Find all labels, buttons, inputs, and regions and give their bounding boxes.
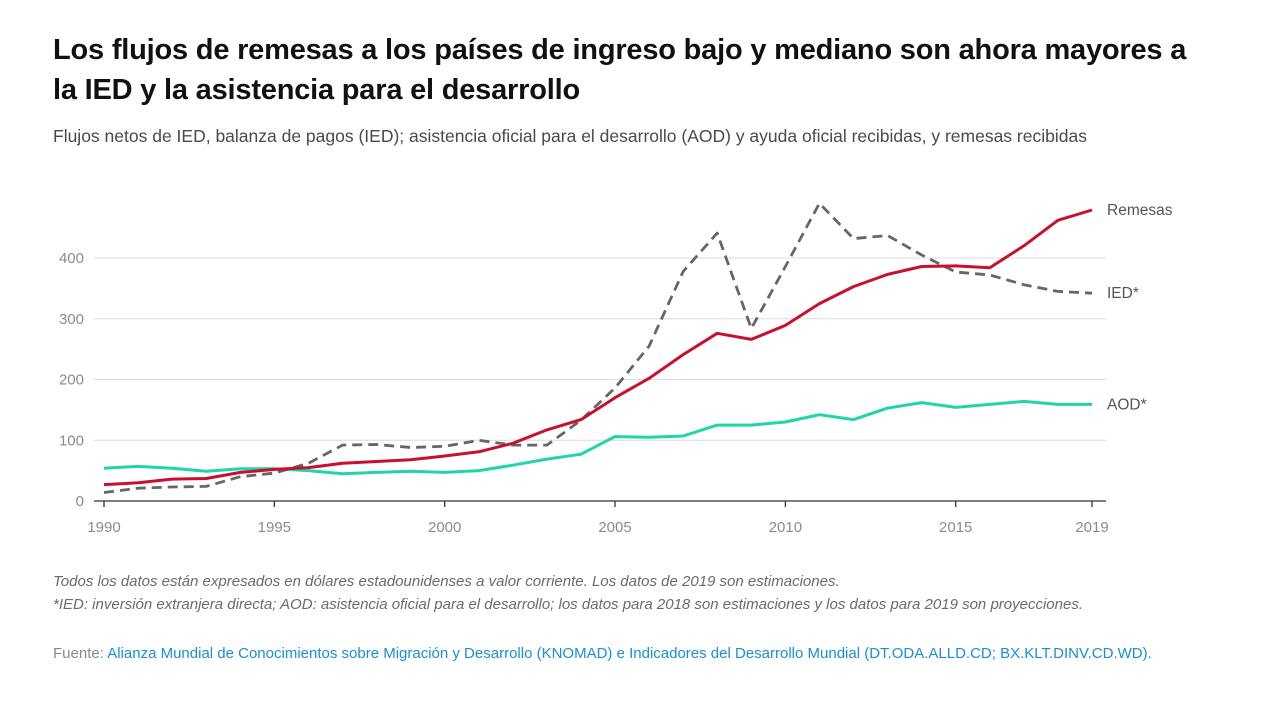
series-line-remesas: [103, 208, 1093, 487]
y-axis: 0 100 200 300 400: [59, 250, 84, 510]
y-tick-label: 200: [59, 372, 84, 389]
y-tick-label: 100: [59, 432, 84, 449]
series-line-ied: [103, 201, 1093, 494]
x-tick-label: 2000: [428, 519, 461, 536]
x-tick-label: 2005: [598, 519, 631, 536]
series-label-aod: AOD*: [1107, 396, 1147, 413]
source-prefix: Fuente:: [53, 645, 108, 662]
series-labels: Remesas IED* AOD*: [1107, 202, 1173, 413]
chart-title: Los flujos de remesas a los países de in…: [53, 34, 1187, 106]
x-axis: 1990 1995 2000 2005 2010 2015 2019: [87, 500, 1109, 536]
chart-source: Fuente: Alianza Mundial de Conocimientos…: [53, 643, 1193, 665]
note-currency: Todos los datos están expresados en dóla…: [53, 573, 840, 590]
gridlines: [94, 257, 1106, 441]
x-tick-label: 2019: [1075, 519, 1108, 536]
x-tick-label: 2010: [769, 519, 802, 536]
x-tick-label: 1995: [258, 519, 291, 536]
series-label-remesas: Remesas: [1107, 202, 1173, 219]
series-line-aod: [103, 399, 1092, 476]
series-lines: [103, 201, 1093, 494]
note-abbreviations: *IED: inversión extranjera directa; AOD:…: [53, 595, 1083, 613]
y-tick-label: 300: [59, 311, 84, 328]
y-tick-label: 0: [76, 493, 84, 510]
source-link[interactable]: Alianza Mundial de Conocimientos sobre M…: [107, 645, 1152, 662]
x-tick-label: 1990: [87, 519, 120, 536]
x-tick-label: 2015: [939, 519, 972, 536]
chart-subtitle: Flujos netos de IED, balanza de pagos (I…: [53, 126, 1087, 146]
series-label-ied: IED*: [1107, 285, 1139, 302]
y-tick-label: 400: [59, 250, 84, 267]
chart-notes: Todos los datos están expresados en dóla…: [53, 571, 1193, 616]
